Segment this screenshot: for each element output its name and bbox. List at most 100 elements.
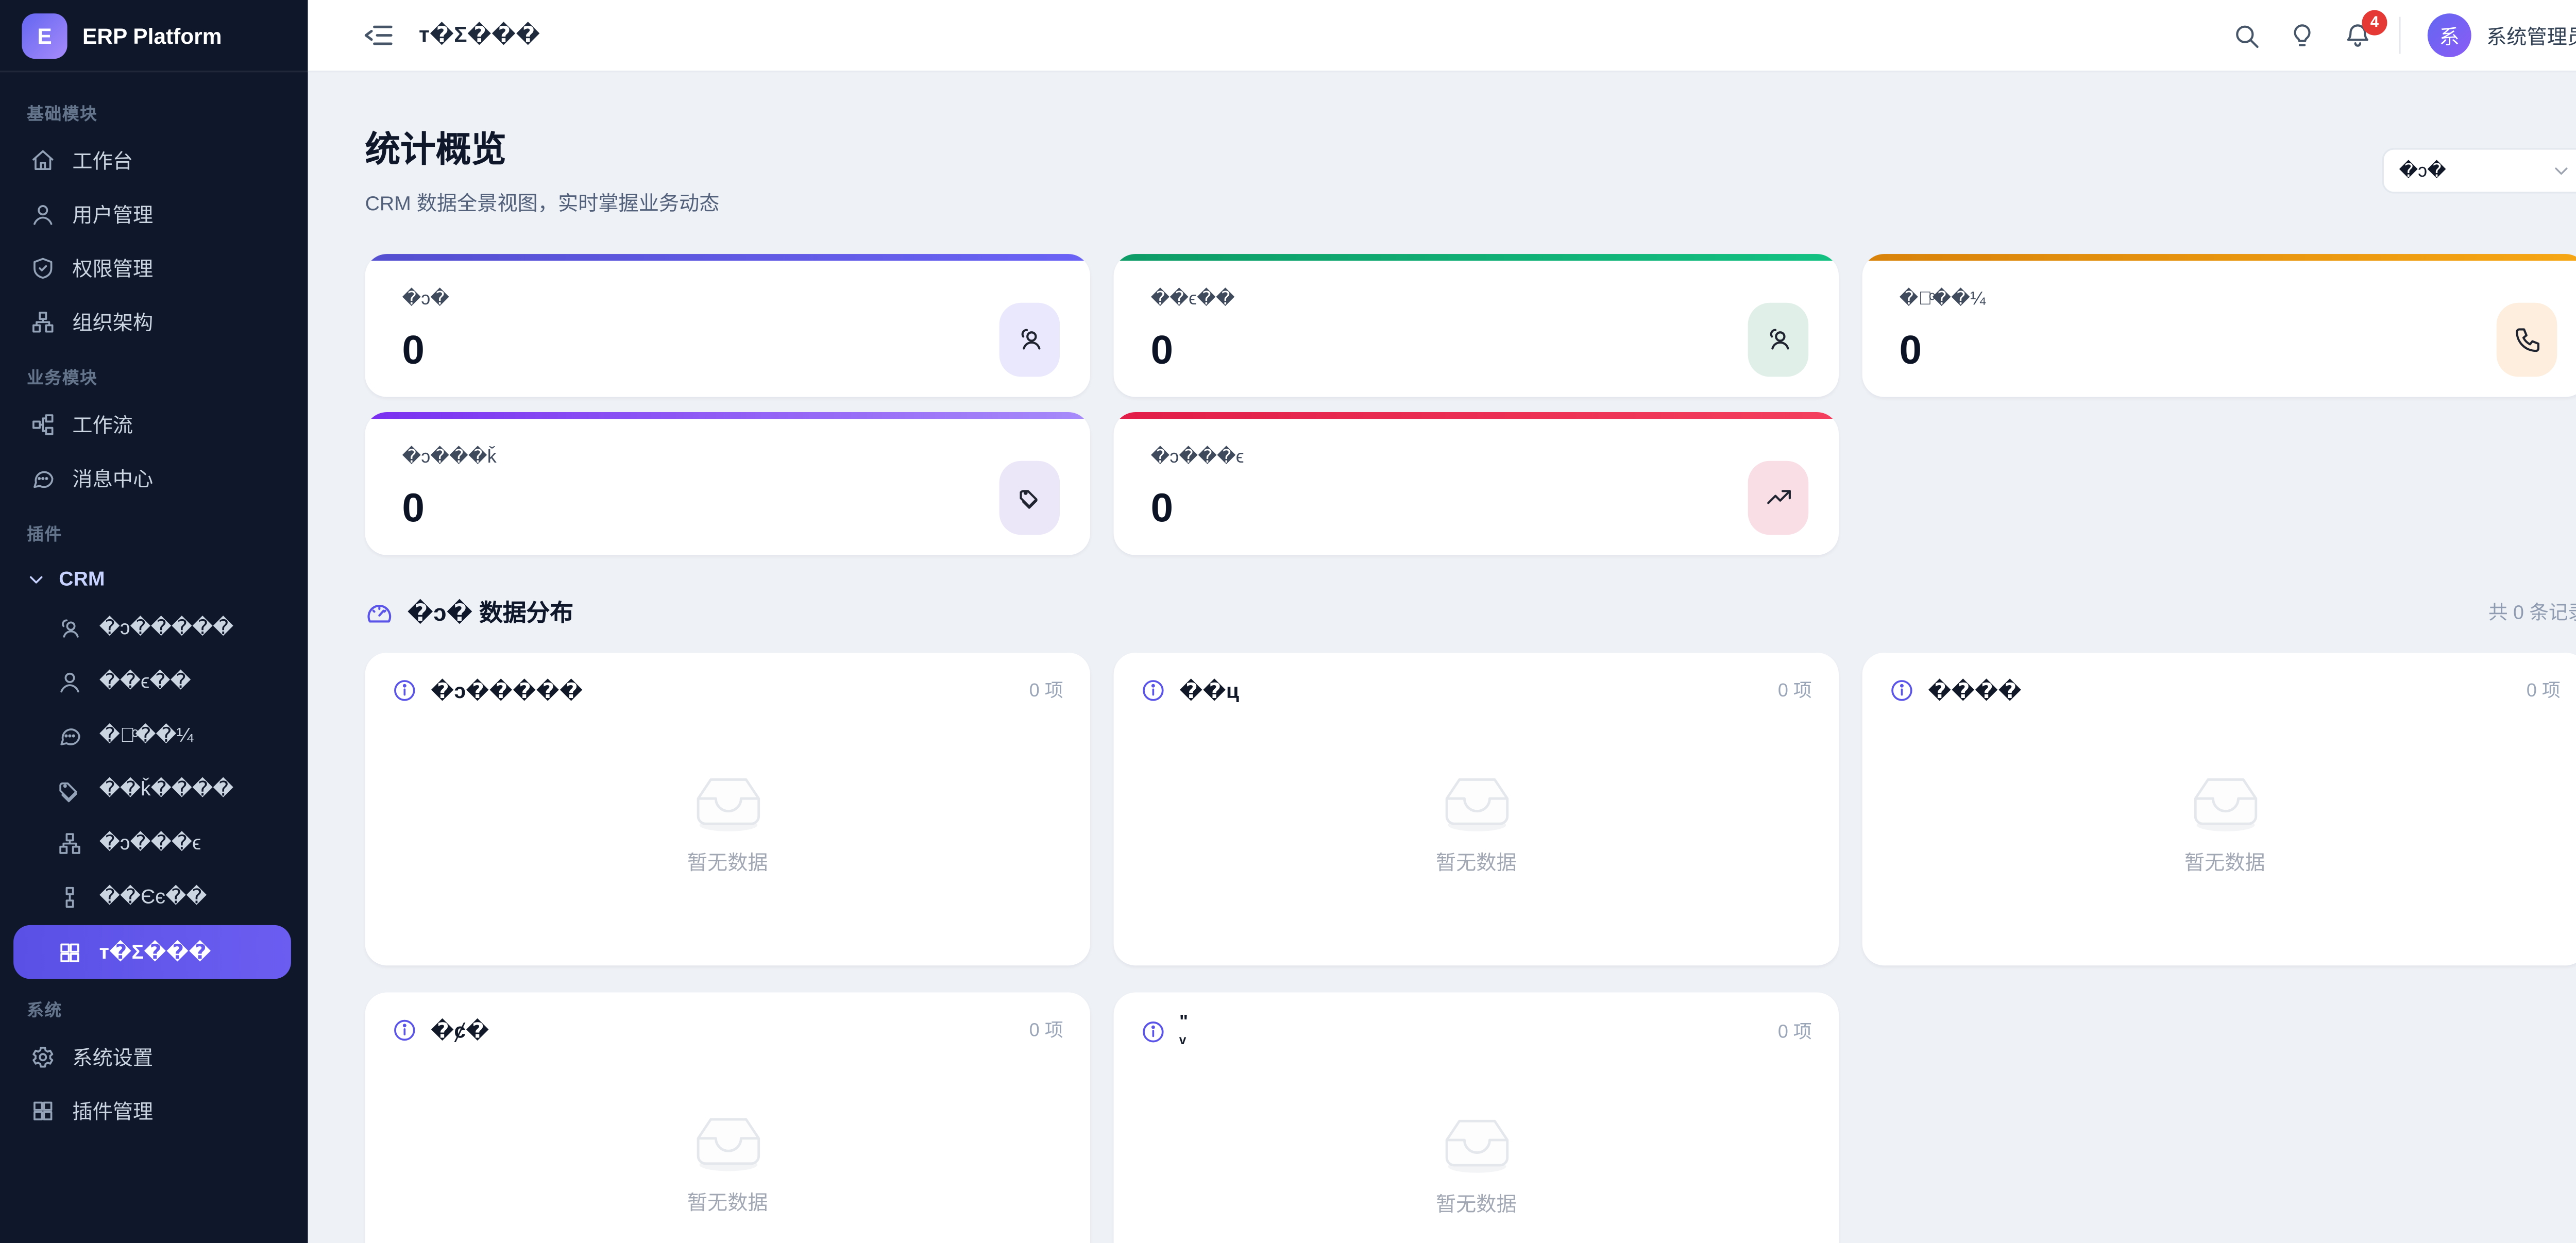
dist-card-levels: ��ц 0 项 暂无数据: [1113, 652, 1839, 966]
distribution-total: 共 0 条记录: [2488, 604, 2576, 624]
accent-bar: [365, 254, 1090, 261]
lightbulb-icon: [2294, 23, 2311, 45]
search-button[interactable]: [2232, 21, 2261, 50]
empty-state: 暂无数据: [1889, 703, 2561, 942]
sidebar-item-label: �ɔ�����: [99, 616, 234, 639]
empty-inbox-icon: [696, 777, 759, 831]
app-name: ERP Platform: [82, 23, 222, 48]
stat-label: ��ͨ��¼: [1899, 289, 1986, 310]
gauge-icon: [365, 598, 394, 627]
sidebar-nav: 基础模块 工作台 用户管理 权限管理 组织架构 业务模块 工作流: [0, 72, 308, 1138]
info-icon: [394, 1019, 415, 1040]
sidebar-item-plugin-mgmt[interactable]: 插件管理: [13, 1085, 294, 1135]
empty-inbox-icon: [1445, 777, 1508, 831]
dist-card-title: ʺᵥ: [1179, 1012, 1189, 1048]
stat-value: 0: [402, 328, 425, 373]
distribution-grid: �ɔ����� 0 项 暂无数据: [365, 652, 2576, 1243]
distribution-header: �ɔ� 数据分布 共 0 条记录: [365, 595, 2576, 629]
logo-row: E ERP Platform: [0, 0, 308, 73]
empty-inbox-icon: [1445, 1119, 1508, 1172]
user-name: 系统管理员: [2486, 24, 2576, 48]
sidebar-collapse-button[interactable]: [362, 19, 395, 52]
sidebar-item-crm-industry[interactable]: ��Єє��: [13, 871, 294, 922]
sidebar-item-crm-customers[interactable]: �ɔ�����: [13, 602, 294, 653]
content-area: ᴛ�Ʃ��� 4 系 系统管理员: [308, 0, 2576, 1243]
users-icon: [1769, 329, 1788, 350]
user-icon: [33, 204, 53, 224]
section-label-system: 系统: [27, 1002, 62, 1021]
user-menu[interactable]: 系 系统管理员: [2427, 13, 2576, 58]
info-icon: [1143, 679, 1164, 700]
stat-value: 0: [1150, 486, 1174, 532]
stat-value: 0: [1899, 328, 1922, 373]
section-label-biz: 业务模块: [27, 370, 98, 389]
dist-card-title: �ȼ�: [430, 1018, 489, 1042]
stat-card-call-records: ��ͨ��¼ 0: [1862, 254, 2576, 397]
crm-group-toggle[interactable]: CRM: [13, 555, 294, 602]
dist-card-header: ��ц 0 项: [1141, 676, 1812, 703]
empty-inbox-icon: [2193, 777, 2257, 831]
hierarchy-icon: [65, 886, 74, 907]
sidebar-item-label: 工作台: [72, 148, 133, 173]
sidebar-item-label: 插件管理: [72, 1099, 154, 1123]
users-icon: [62, 618, 79, 637]
dist-card-count: 0 项: [1029, 681, 1063, 702]
grid-spacer: [1862, 993, 2576, 1243]
stats-grid: �ɔ� 0 ��ϵ�� 0: [365, 254, 2576, 555]
dist-card-header: ʺᵥ 0 项: [1141, 1012, 1812, 1048]
dist-card-count: 0 项: [2526, 681, 2561, 702]
sidebar-item-users[interactable]: 用户管理: [13, 189, 294, 239]
stat-icon-box: [999, 302, 1060, 376]
sidebar-item-label: ��Єє��: [99, 884, 207, 909]
sidebar-item-crm-contacts[interactable]: ��ϵ��: [13, 656, 294, 706]
sidebar-item-label: 系统设置: [72, 1045, 154, 1069]
dist-card-status: ʺᵥ 0 项 暂无数据: [1113, 992, 1839, 1243]
divider: [2399, 16, 2401, 54]
dist-card-count: 0 项: [1029, 1021, 1063, 1042]
sidebar-item-crm-tags[interactable]: ��ǩ����: [13, 763, 294, 814]
tags-icon: [59, 781, 77, 802]
stat-card-deals: �ɔ���ϵ 0: [1113, 412, 1839, 555]
topbar: ᴛ�Ʃ��� 4 系 系统管理员: [308, 0, 2576, 73]
chevron-down-icon: [2555, 166, 2568, 174]
sidebar-item-permissions[interactable]: 权限管理: [13, 242, 294, 293]
stat-label: �ɔ���ϵ: [1150, 447, 1244, 468]
dist-card-header: ���� 0 项: [1889, 676, 2561, 703]
shield-check-icon: [33, 257, 53, 278]
dist-card-header: �ɔ����� 0 项: [392, 676, 1063, 703]
empty-inbox-icon: [696, 1117, 759, 1170]
empty-state: 暂无数据: [392, 1043, 1063, 1243]
tag-icon: [1019, 490, 1037, 509]
empty-text: 暂无数据: [1435, 1191, 1517, 1216]
sidebar-item-label: 权限管理: [72, 256, 154, 280]
main-content: 统计概览 CRM 数据全景视图，实时掌握业务动态 �ɔ� �ɔ� 0: [308, 72, 2576, 1243]
chevron-down-icon: [29, 575, 43, 583]
dist-card-title: ��ц: [1179, 678, 1239, 703]
sidebar-item-workbench[interactable]: 工作台: [13, 134, 294, 185]
sidebar-item-workflow[interactable]: 工作流: [13, 399, 294, 449]
sidebar-item-settings[interactable]: 系统设置: [13, 1031, 294, 1082]
crm-group-label: CRM: [59, 567, 105, 591]
info-icon: [1143, 1020, 1164, 1042]
filter-select[interactable]: �ɔ�: [2382, 147, 2576, 193]
dist-card-title: �ɔ�����: [430, 678, 583, 703]
theme-button[interactable]: [2288, 21, 2317, 50]
stat-card-customers: �ɔ� 0: [365, 254, 1090, 397]
stat-icon-box: [1748, 302, 1809, 376]
stat-value: 0: [1150, 328, 1174, 373]
empty-text: 暂无数据: [2184, 850, 2265, 874]
notifications-button[interactable]: 4: [2344, 9, 2387, 50]
sidebar-item-org[interactable]: 组织架构: [13, 296, 294, 347]
sidebar-item-messages[interactable]: 消息中心: [13, 452, 294, 503]
sidebar-item-crm-groups[interactable]: �ɔ���ϵ: [13, 818, 294, 868]
dist-card-count: 0 项: [1777, 681, 1812, 702]
gear-icon: [32, 1046, 54, 1067]
accent-bar: [1862, 254, 2576, 261]
stat-icon-box: [999, 460, 1060, 534]
sidebar-item-label: 组织架构: [72, 310, 154, 334]
dist-card-sources: ���� 0 项 暂无数据: [1862, 652, 2576, 966]
collapse-menu-icon: [364, 25, 393, 45]
sidebar-item-crm-records[interactable]: ��ͨ��¼: [13, 710, 294, 760]
org-chart-icon: [59, 832, 80, 854]
sidebar-item-crm-dashboard-active[interactable]: ᴛ�Ʃ���: [13, 925, 291, 979]
